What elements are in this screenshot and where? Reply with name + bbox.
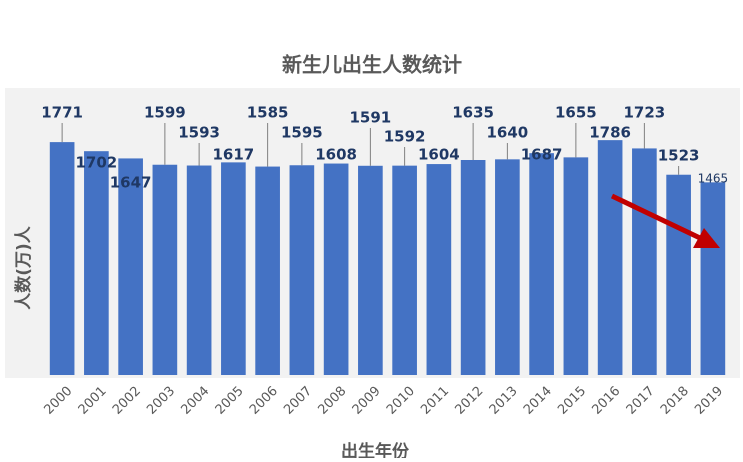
x-tick-label: 2009 (350, 384, 384, 418)
bar (563, 157, 589, 375)
x-axis-label: 出生年份 (341, 441, 410, 458)
x-tick-label: 2018 (658, 384, 692, 418)
value-label: 1599 (144, 104, 186, 122)
bar (597, 140, 623, 375)
value-label: 1465 (698, 172, 729, 186)
x-tick-label: 2015 (555, 384, 589, 418)
value-label: 1585 (247, 104, 289, 122)
x-tick-label: 2007 (281, 384, 315, 418)
bar (255, 166, 280, 375)
x-tick-label: 2010 (384, 384, 418, 418)
y-axis-label: 人数(万)人 (13, 225, 34, 310)
x-tick-label: 2019 (692, 384, 726, 418)
bar (323, 163, 349, 375)
value-label: 1647 (110, 174, 152, 192)
value-label: 1608 (315, 146, 357, 164)
bar (152, 164, 178, 375)
value-label: 1640 (487, 124, 529, 142)
bar (289, 165, 315, 375)
arrow-shaft (610, 193, 702, 241)
value-label: 1604 (418, 146, 460, 164)
value-label: 1592 (384, 128, 426, 146)
value-label: 1617 (213, 146, 255, 164)
bar (358, 165, 383, 375)
bar (460, 159, 486, 375)
x-tick-label: 2017 (624, 384, 658, 418)
bar (84, 151, 109, 375)
value-label: 1523 (658, 147, 700, 165)
chart-title: 新生儿出生人数统计 (282, 53, 462, 77)
x-tick-label: 2003 (144, 384, 178, 418)
x-tick-label: 2011 (418, 384, 452, 418)
bar (392, 165, 417, 375)
value-label: 1655 (555, 104, 597, 122)
trend-arrow (610, 193, 720, 248)
value-label: 1786 (589, 124, 631, 142)
arrow-head (693, 228, 720, 248)
x-tick-label: 2012 (452, 384, 486, 418)
bar (49, 142, 75, 375)
x-tick-label: 2014 (521, 384, 555, 418)
bar (426, 164, 452, 375)
bar (632, 148, 657, 375)
x-tick-label: 2016 (589, 384, 623, 418)
x-tick-label: 2013 (487, 384, 521, 418)
value-label: 1591 (350, 109, 392, 127)
x-tick-label: 2005 (213, 384, 247, 418)
bar (495, 159, 520, 375)
x-tick-label: 2008 (315, 384, 349, 418)
bar (221, 162, 246, 375)
x-tick-label: 2006 (247, 384, 281, 418)
bar (666, 174, 691, 375)
value-label: 1635 (452, 104, 494, 122)
value-label: 1702 (76, 154, 118, 172)
x-tick-label: 2001 (76, 384, 110, 418)
value-label: 1593 (178, 124, 220, 142)
bar (700, 182, 726, 375)
bars: 2000 1771 2001 1702 2002 1647 2003 1599 2004 1593… (41, 104, 728, 418)
x-tick-label: 2004 (178, 384, 212, 418)
value-label: 1723 (624, 104, 666, 122)
bar (118, 158, 143, 375)
x-tick-label: 2002 (110, 384, 144, 418)
bar (186, 165, 212, 375)
value-label: 1771 (41, 104, 83, 122)
x-tick-label: 2000 (41, 384, 75, 418)
bar (529, 153, 554, 375)
value-label: 1687 (521, 146, 563, 164)
value-label: 1595 (281, 124, 323, 142)
